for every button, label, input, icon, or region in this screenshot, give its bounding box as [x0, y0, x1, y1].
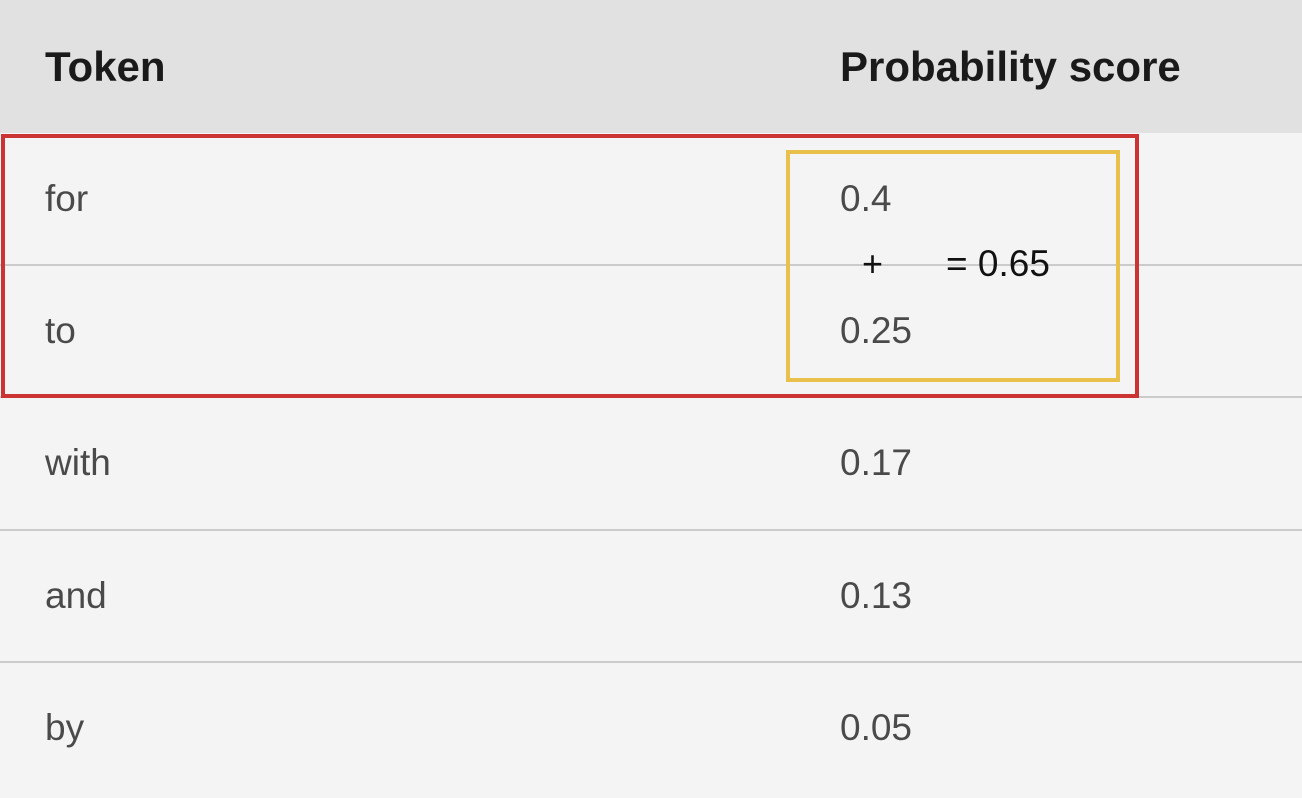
table-row: for 0.4 — [0, 133, 1302, 265]
row-divider — [0, 264, 1302, 266]
token-cell: by — [45, 707, 85, 748]
table-header-row: Token Probability score — [0, 0, 1302, 133]
column-header-probability: Probability score — [840, 43, 1181, 90]
row-divider — [0, 529, 1302, 531]
score-cell: 0.05 — [840, 707, 913, 748]
score-cell: 0.13 — [840, 575, 913, 616]
table-row: with 0.17 — [0, 398, 1302, 530]
cumulative-sum-label: = 0.65 — [946, 243, 1050, 284]
token-cell: with — [45, 442, 111, 483]
token-cell: and — [45, 575, 107, 616]
top-tokens-highlight — [1, 134, 1139, 398]
table-row: to 0.25 — [0, 266, 1302, 398]
token-cell: for — [45, 178, 89, 219]
score-cell: 0.17 — [840, 442, 913, 483]
plus-sign: + — [862, 243, 884, 284]
sum-highlight — [786, 150, 1120, 382]
table-row: by 0.05 — [0, 663, 1302, 798]
row-divider — [0, 661, 1302, 663]
table-row: and 0.13 — [0, 531, 1302, 663]
score-cell: 0.4 — [840, 178, 892, 219]
score-cell: 0.25 — [840, 310, 913, 351]
column-header-token: Token — [45, 43, 166, 90]
token-cell: to — [45, 310, 76, 351]
